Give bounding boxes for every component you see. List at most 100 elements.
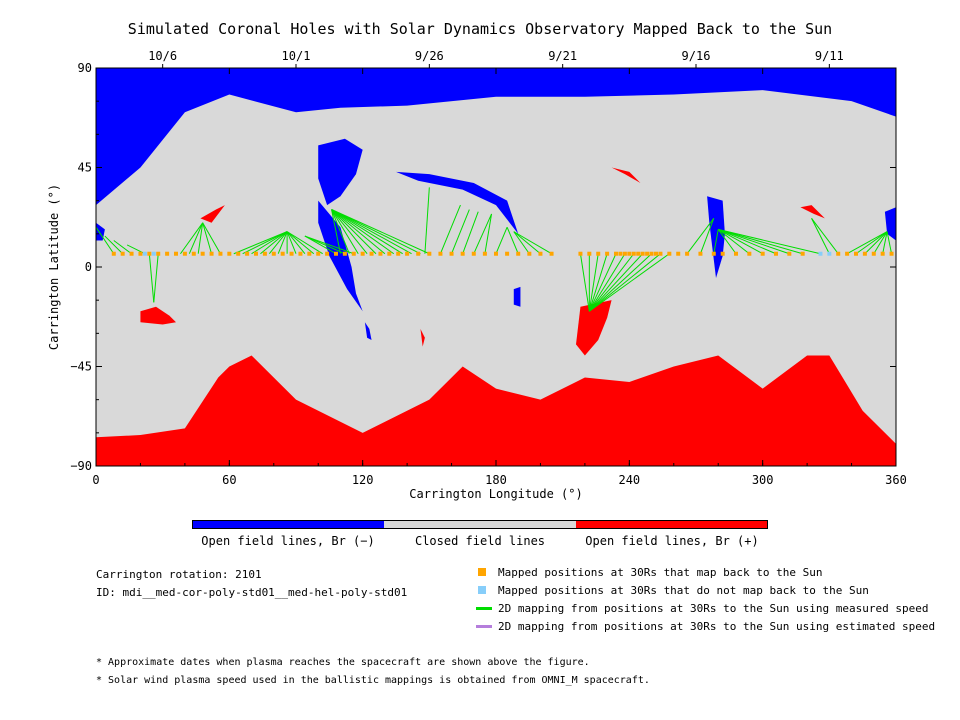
mapped-point xyxy=(618,251,623,256)
mapped-point xyxy=(636,251,641,256)
coronal-hole-negative xyxy=(318,200,363,312)
mapped-point xyxy=(658,251,663,256)
mapped-point xyxy=(438,251,443,256)
mapping-line-measured xyxy=(864,231,888,255)
note-dates: * Approximate dates when plasma reaches … xyxy=(96,657,590,668)
mapping-line-measured xyxy=(886,231,893,254)
mapping-line-measured xyxy=(286,231,315,255)
mapped-point xyxy=(538,251,543,256)
y-tick-label: −45 xyxy=(70,360,92,374)
mapping-line-measured xyxy=(811,218,830,254)
mapped-point xyxy=(587,251,592,256)
mapping-line-measured xyxy=(873,231,888,254)
mapped-point xyxy=(654,251,658,256)
coronal-hole-negative xyxy=(96,222,105,241)
coronal-hole-positive xyxy=(140,306,176,325)
colorbar-label-closed: Closed field lines xyxy=(414,534,546,548)
mapped-point xyxy=(747,251,752,256)
mapped-point xyxy=(147,251,152,256)
mapping-line-measured xyxy=(104,235,124,255)
mapped-point xyxy=(640,251,645,256)
x-tick-label: 60 xyxy=(222,473,236,487)
x-tick-label: 360 xyxy=(885,473,907,487)
legend-unmapped-label: Mapped positions at 30Rs that do not map… xyxy=(498,584,869,597)
mapped-point xyxy=(218,251,223,256)
mapping-line-measured xyxy=(473,213,493,254)
mapped-point xyxy=(405,251,410,256)
mapping-line-measured xyxy=(331,209,386,255)
mapping-line-measured xyxy=(717,228,763,255)
mapped-point xyxy=(280,251,285,256)
mapping-line-measured xyxy=(699,218,715,254)
mapping-line-measured xyxy=(180,222,204,255)
mapped-point xyxy=(734,251,738,256)
y-tick-label: 90 xyxy=(78,61,92,75)
mapped-point xyxy=(334,251,338,256)
mapping-line-measured xyxy=(713,229,719,254)
mapped-point xyxy=(209,251,214,256)
legend-estimated-line xyxy=(476,625,492,628)
x-axis-label: Carrington Longitude (°) xyxy=(409,487,582,501)
mapping-line-measured xyxy=(513,231,552,255)
legend-mapped-label: Mapped positions at 30Rs that map back t… xyxy=(498,566,823,579)
mapping-line-measured xyxy=(846,231,888,255)
mapped-point xyxy=(862,251,867,256)
coronal-hole-negative xyxy=(364,322,372,340)
x-tick-label: 180 xyxy=(485,473,507,487)
mapped-point xyxy=(369,251,374,256)
mapped-point xyxy=(111,251,116,256)
mapping-line-measured xyxy=(202,222,213,254)
mapped-point xyxy=(889,251,894,256)
mapping-line-measured xyxy=(242,231,288,255)
legend-estimated-label: 2D mapping from positions at 30Rs to the… xyxy=(498,620,936,633)
mapped-point xyxy=(685,251,690,256)
mapping-line-measured xyxy=(495,227,508,254)
mapping-line-measured xyxy=(331,209,421,255)
mapped-point xyxy=(596,251,601,256)
mapped-point xyxy=(549,251,554,256)
x-tick-label: 240 xyxy=(618,473,640,487)
mapping-line-measured xyxy=(588,253,652,312)
mapped-point xyxy=(845,251,850,256)
mapped-point xyxy=(342,251,347,256)
mapped-point xyxy=(138,251,143,256)
mapped-point xyxy=(614,251,618,256)
coronal-hole-negative xyxy=(318,138,363,206)
unmapped-point xyxy=(151,251,156,256)
mapping-line-measured xyxy=(588,253,635,312)
mapped-point xyxy=(174,251,178,256)
y-tick-label: −90 xyxy=(70,459,92,473)
mapped-point xyxy=(578,251,583,256)
mapped-point xyxy=(631,251,636,256)
mapped-point xyxy=(787,251,792,256)
mapping-line-measured xyxy=(331,209,341,254)
south-polar-coronal-hole xyxy=(96,355,896,466)
x-tick-label: 300 xyxy=(752,473,774,487)
mapped-point xyxy=(396,251,401,256)
x-tick-label: 0 xyxy=(92,473,99,487)
mapping-line-measured xyxy=(304,235,354,255)
coronal-hole-positive xyxy=(200,205,225,223)
mapping-line-measured xyxy=(286,231,297,254)
unmapped-point xyxy=(142,251,147,256)
mapped-point xyxy=(460,251,465,256)
mapped-point xyxy=(836,251,841,256)
mapping-line-measured xyxy=(588,253,608,312)
coronal-hole-negative xyxy=(396,171,519,234)
colorbar-label-positive: Open field lines, Br (+) xyxy=(585,534,759,548)
top-date-label: 10/6 xyxy=(148,49,177,63)
coronal-hole-positive xyxy=(576,300,612,356)
mapping-line-measured xyxy=(331,209,377,255)
coronal-hole-negative xyxy=(513,286,521,307)
mapped-point xyxy=(471,251,476,256)
mapped-point xyxy=(871,251,876,256)
mapping-line-measured xyxy=(588,253,626,312)
legend-measured-label: 2D mapping from positions at 30Rs to the… xyxy=(498,602,929,615)
mapping-line-measured xyxy=(718,228,803,255)
mapping-line-measured xyxy=(286,231,323,255)
mapping-line-measured xyxy=(686,218,715,255)
mapped-point xyxy=(676,251,681,256)
mapped-point xyxy=(289,251,294,256)
top-date-label: 9/16 xyxy=(682,49,711,63)
